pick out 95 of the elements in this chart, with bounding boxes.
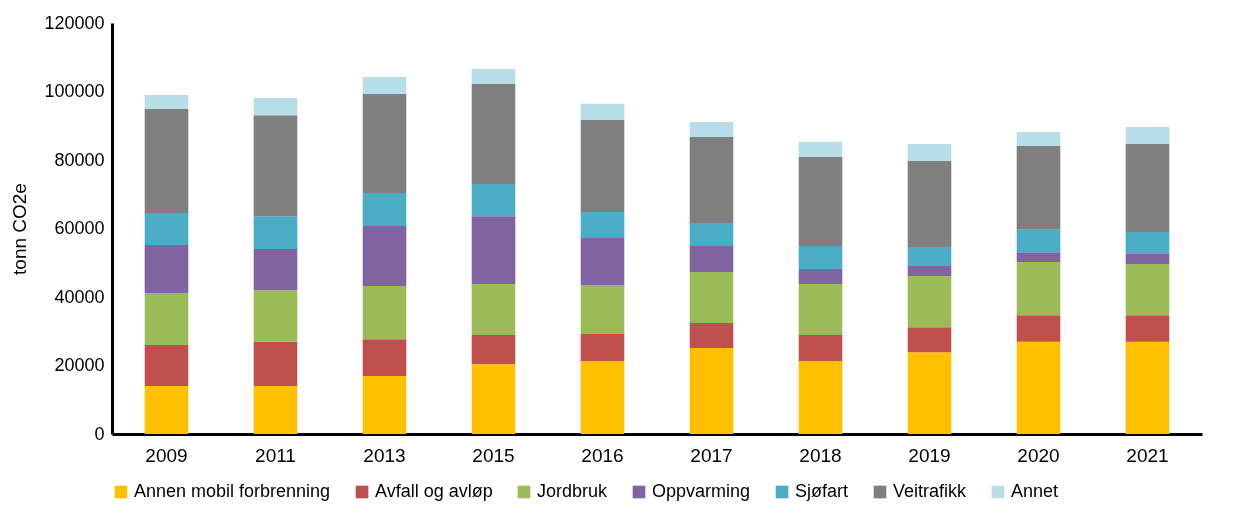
bar (362, 93, 407, 193)
bar (253, 386, 298, 434)
bar (907, 246, 952, 266)
bar (1125, 231, 1170, 254)
bar (471, 283, 516, 336)
legend-label: Jordbruk (537, 481, 609, 501)
bar (798, 335, 843, 362)
bar (798, 141, 843, 157)
bar (1016, 315, 1061, 342)
legend-label: Annet (1011, 481, 1059, 501)
bar (798, 245, 843, 269)
bar (253, 98, 298, 116)
bar (253, 115, 298, 217)
bar (580, 119, 625, 213)
bar (1016, 131, 1061, 146)
bar (580, 212, 625, 239)
x-tick-label: 2009 (145, 444, 188, 466)
bar (689, 223, 734, 246)
bar (471, 335, 516, 365)
bar (471, 364, 516, 434)
bar (1125, 127, 1170, 144)
bar (253, 249, 298, 291)
x-tick-label: 2011 (255, 444, 296, 466)
bar (471, 216, 516, 284)
bar (362, 226, 407, 287)
bar (253, 341, 298, 387)
bar (144, 94, 189, 109)
bar (798, 361, 843, 434)
y-tick-label: 120000 (44, 12, 105, 33)
legend-label: Avfall og avløp (375, 481, 493, 501)
bar (907, 161, 952, 247)
bar (144, 386, 189, 434)
bar (471, 183, 516, 217)
y-tick-label: 40000 (54, 286, 105, 307)
bar (362, 376, 407, 434)
bar (471, 68, 516, 84)
bar (1125, 143, 1170, 232)
bar (362, 339, 407, 377)
y-tick-label: 0 (94, 423, 105, 444)
legend-label: Annen mobil forbrenning (134, 481, 331, 501)
x-tick-label: 2016 (581, 444, 624, 466)
x-tick-label: 2021 (1126, 444, 1169, 466)
bar (798, 283, 843, 336)
bar (253, 216, 298, 250)
bar (1016, 262, 1061, 316)
bar (580, 238, 625, 286)
bar (362, 77, 407, 94)
legend-label: Oppvarming (652, 481, 751, 501)
x-tick-label: 2020 (1017, 444, 1060, 466)
bar (1125, 253, 1170, 265)
bar (907, 143, 952, 162)
x-tick-label: 2015 (472, 444, 515, 466)
bar (1125, 315, 1170, 342)
bar (471, 83, 516, 184)
bar (798, 268, 843, 284)
y-tick-label: 60000 (54, 218, 105, 238)
bar (144, 292, 189, 345)
legend-label: Sjøfart (795, 481, 849, 501)
bar (798, 156, 843, 246)
x-tick-label: 2013 (363, 444, 406, 466)
bar (907, 352, 952, 434)
bar (1016, 229, 1061, 253)
bar (580, 103, 625, 120)
bar (253, 290, 298, 342)
bar (144, 108, 189, 214)
bar (907, 265, 952, 277)
legend-label: Veitrafikk (893, 481, 968, 501)
y-tick-label: 80000 (54, 149, 105, 170)
bar (580, 361, 625, 434)
bar (144, 244, 189, 293)
bar (1016, 252, 1061, 263)
y-tick-label: 100000 (44, 81, 105, 101)
y-axis-title: tonn CO2e (9, 183, 31, 275)
bar (907, 327, 952, 353)
bar (689, 137, 734, 224)
x-tick-label: 2017 (690, 444, 733, 466)
bar (689, 272, 734, 324)
bar (144, 213, 189, 245)
bar (362, 286, 407, 340)
bar (689, 348, 734, 434)
y-tick-label: 20000 (54, 355, 105, 375)
bar (580, 333, 625, 362)
x-tick-label: 2018 (799, 444, 842, 466)
bar (1125, 341, 1170, 434)
x-tick-label: 2019 (908, 444, 951, 466)
bar (907, 276, 952, 328)
bar (689, 245, 734, 272)
bar (580, 285, 625, 334)
bar (144, 344, 189, 387)
bar (1016, 341, 1061, 434)
bar (689, 121, 734, 138)
bar (1125, 264, 1170, 316)
bar (689, 323, 734, 349)
bar (362, 192, 407, 227)
bar (1016, 145, 1061, 230)
